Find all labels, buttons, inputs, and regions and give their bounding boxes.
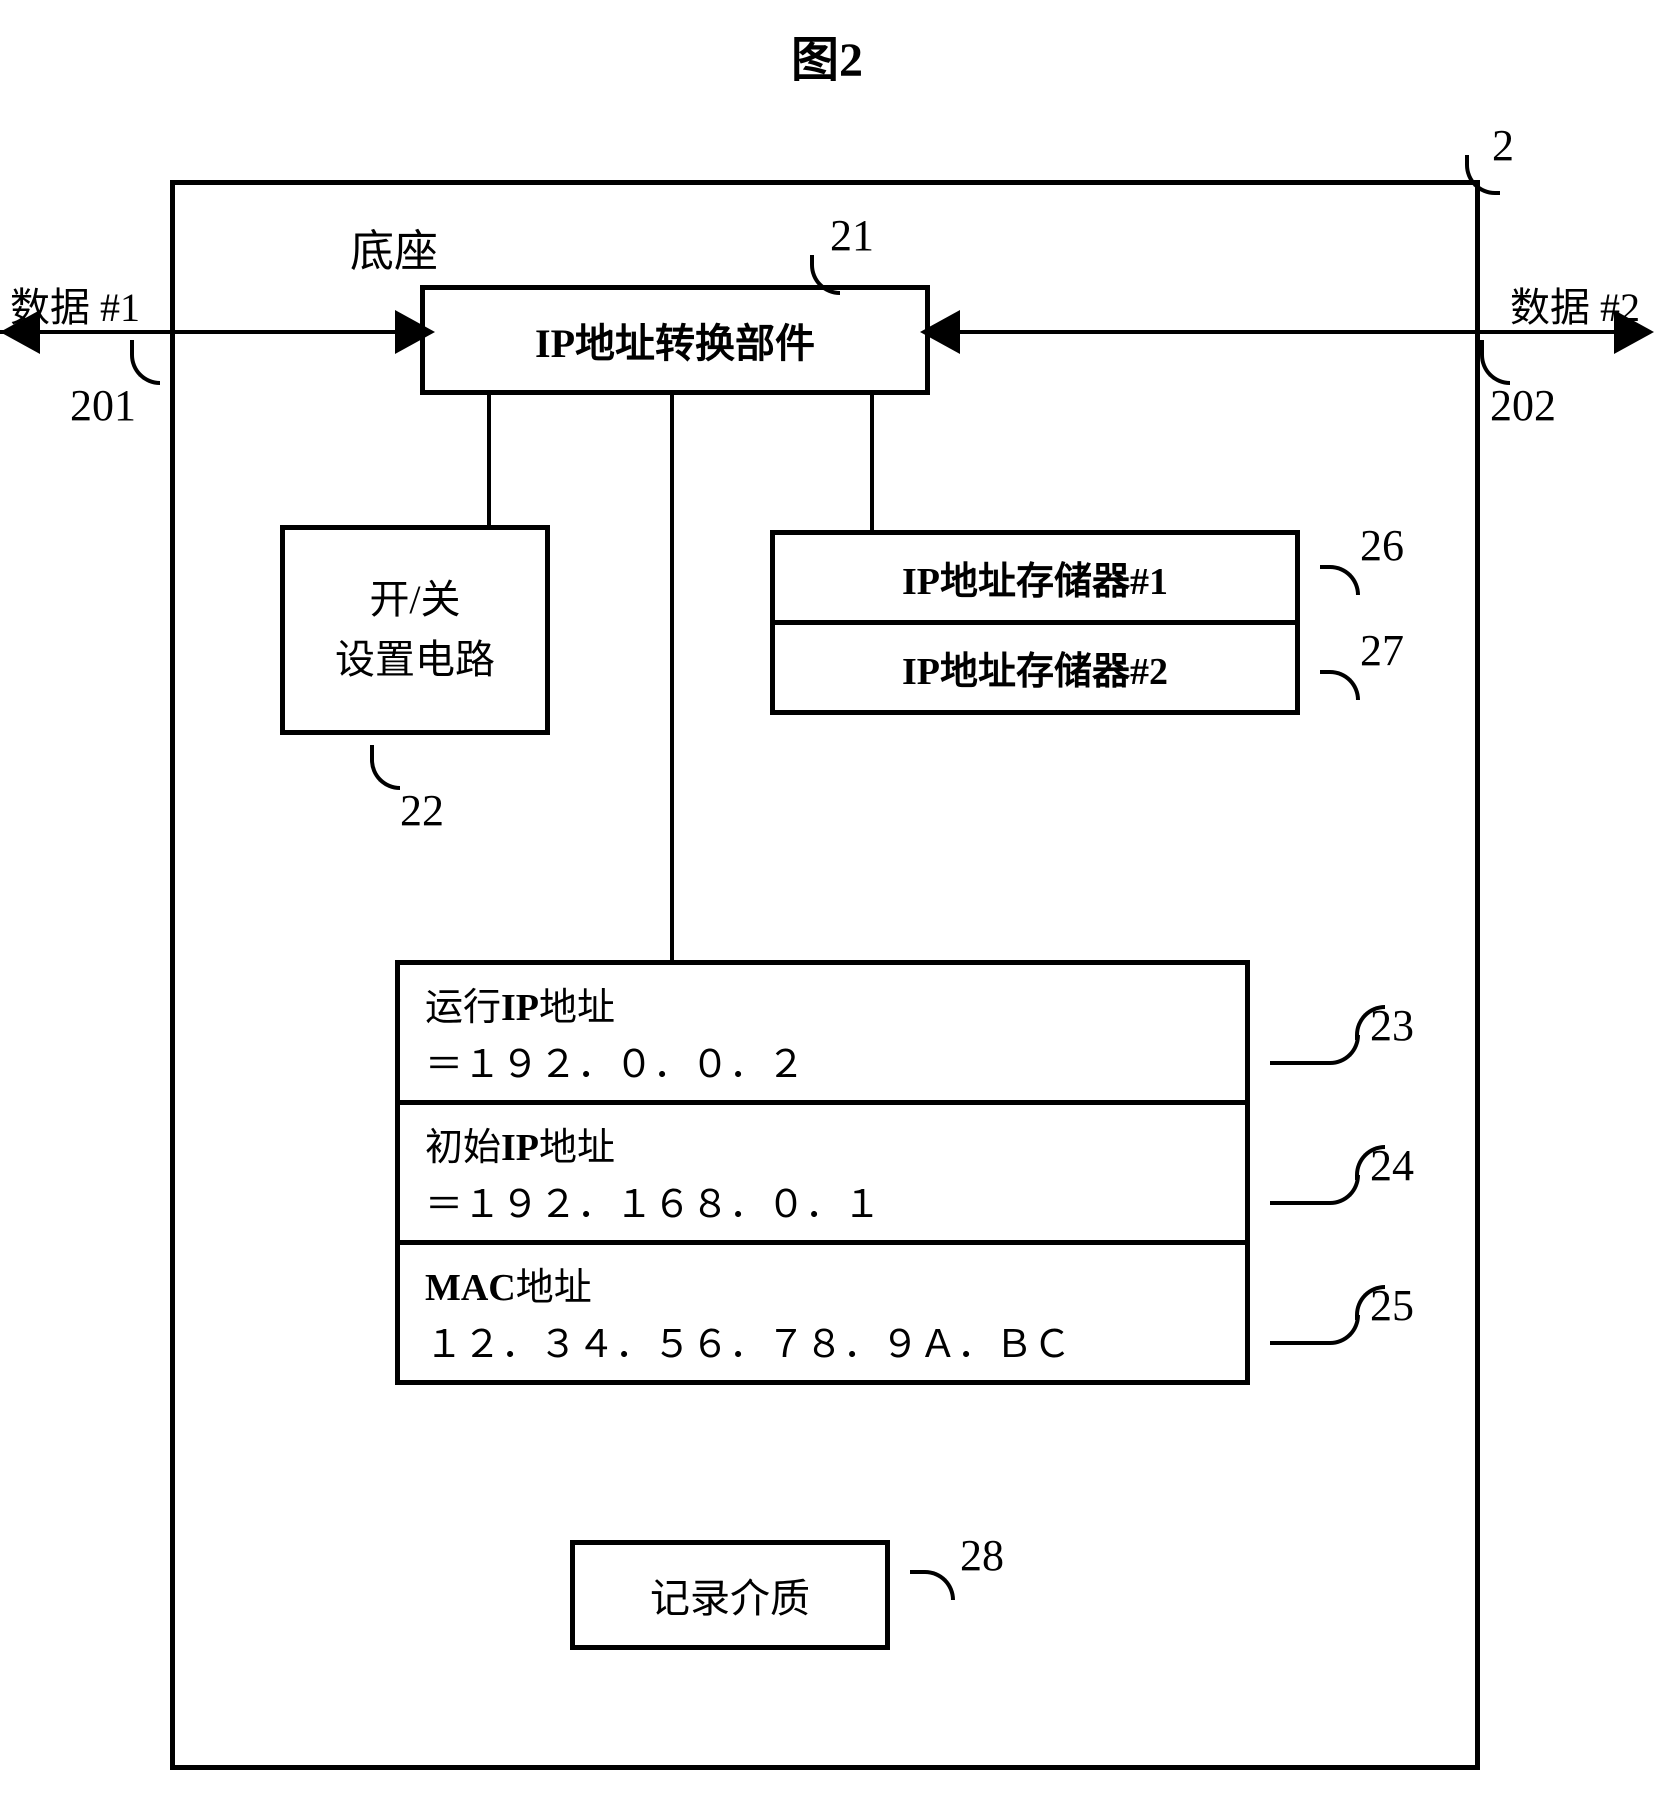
addr-title-suffix: 地址	[539, 1127, 615, 1169]
onoff-circuit-box: 开/关 设置电路	[280, 525, 550, 735]
ip-convert-box: IP地址转换部件	[420, 285, 930, 395]
onoff-line2: 设置电路	[335, 630, 495, 690]
label-201: 201	[70, 380, 136, 431]
recording-media-box: 记录介质	[570, 1540, 890, 1650]
label-21: 21	[830, 210, 874, 261]
connector-line	[870, 395, 874, 535]
data-1-label: 数据 #1	[10, 275, 140, 333]
addr-title-suffix: 地址	[516, 1267, 592, 1309]
addr-title-bold: IP	[501, 987, 539, 1029]
leader-curve	[1480, 340, 1510, 385]
connector-line	[487, 395, 491, 530]
running-ip-box: 运行IP地址 ＝１９２．０．０．２	[395, 960, 1250, 1105]
addr-title-bold: IP	[501, 1127, 539, 1169]
leader-curve	[130, 340, 160, 385]
addr-value: ＝１９２．１６８．０．１	[425, 1177, 1220, 1234]
addr-title-prefix: 运行	[425, 987, 501, 1029]
label-27: 27	[1360, 625, 1404, 676]
initial-ip-box: 初始IP地址 ＝１９２．１６８．０．１	[395, 1100, 1250, 1245]
addr-title-bold: MAC	[425, 1267, 516, 1309]
base-label: 底座	[350, 215, 438, 279]
addr-title-suffix: 地址	[539, 987, 615, 1029]
addr-value: １２．３４．５６．７８．９Ａ．ＢＣ	[425, 1317, 1220, 1374]
data-2-label: 数据 #2	[1510, 275, 1640, 333]
addr-title-prefix: 初始	[425, 1127, 501, 1169]
addr-value: ＝１９２．０．０．２	[425, 1037, 1220, 1094]
label-202: 202	[1490, 380, 1556, 431]
label-26: 26	[1360, 520, 1404, 571]
arrow-head	[920, 310, 960, 354]
label-22: 22	[400, 785, 444, 836]
arrow-head	[395, 310, 435, 354]
figure-title: 图2	[791, 20, 863, 90]
mac-addr-box: MAC地址 １２．３４．５６．７８．９Ａ．ＢＣ	[395, 1240, 1250, 1385]
connector-line	[670, 395, 674, 965]
onoff-line1: 开/关	[369, 570, 460, 630]
ip-memory-2-box: IP地址存储器#2	[770, 620, 1300, 715]
ip-memory-1-box: IP地址存储器#1	[770, 530, 1300, 625]
label-28: 28	[960, 1530, 1004, 1581]
